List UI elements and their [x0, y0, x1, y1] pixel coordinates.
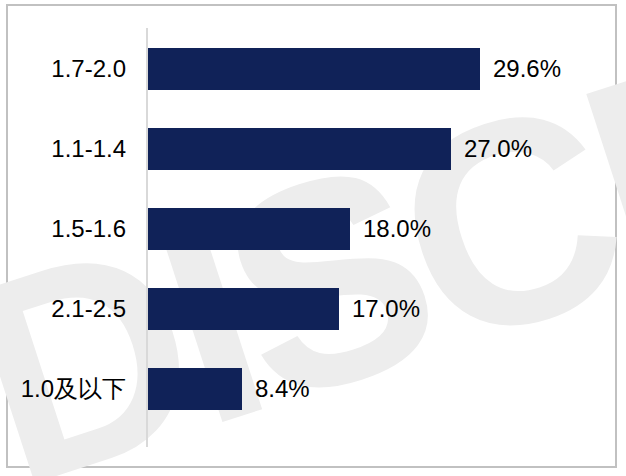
category-label: 1.5-1.6 — [0, 208, 126, 250]
bar — [148, 208, 350, 250]
category-label: 1.1-1.4 — [0, 128, 126, 170]
value-label: 29.6% — [493, 48, 561, 90]
bar — [148, 48, 480, 90]
value-label: 18.0% — [363, 208, 431, 250]
bar — [148, 368, 242, 410]
bar — [148, 128, 451, 170]
bar-chart: DISCIEN 1.7-2.0 29.6% 1.1-1.4 27.0% 1.5-… — [0, 0, 626, 476]
category-label: 1.7-2.0 — [0, 48, 126, 90]
bar-row: 1.0及以下 8.4% — [0, 368, 626, 410]
bar-row: 1.7-2.0 29.6% — [0, 48, 626, 90]
category-label: 2.1-2.5 — [0, 288, 126, 330]
plot-area: 1.7-2.0 29.6% 1.1-1.4 27.0% 1.5-1.6 18.0… — [0, 0, 626, 476]
value-label: 17.0% — [352, 288, 420, 330]
category-label: 1.0及以下 — [0, 368, 126, 410]
value-label: 8.4% — [255, 368, 310, 410]
bar — [148, 288, 339, 330]
bar-row: 2.1-2.5 17.0% — [0, 288, 626, 330]
bar-row: 1.1-1.4 27.0% — [0, 128, 626, 170]
bar-row: 1.5-1.6 18.0% — [0, 208, 626, 250]
value-label: 27.0% — [464, 128, 532, 170]
